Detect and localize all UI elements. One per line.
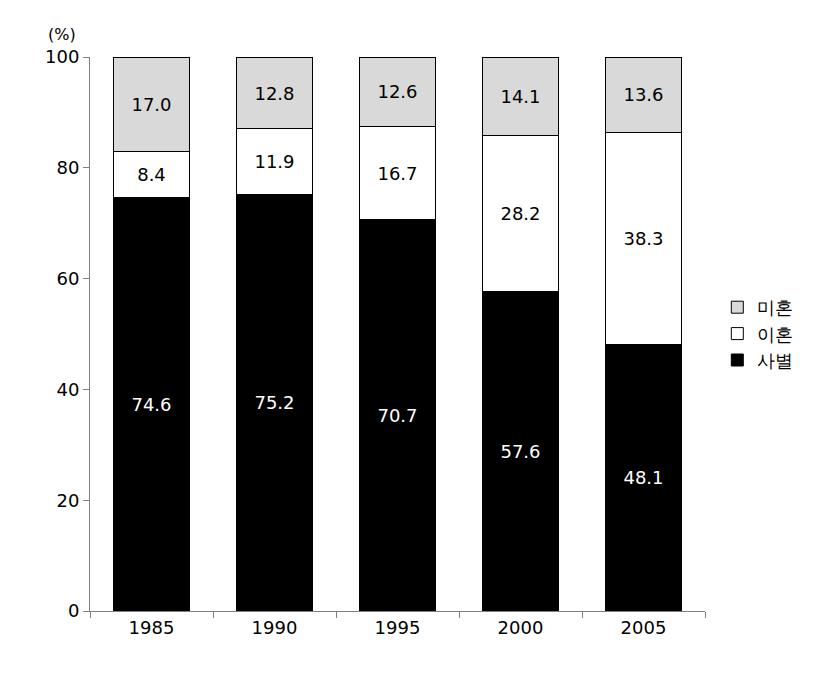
svg-text:28.2: 28.2: [500, 203, 540, 224]
svg-text:2000: 2000: [498, 617, 544, 638]
svg-text:13.6: 13.6: [623, 84, 663, 105]
svg-text:12.6: 12.6: [377, 81, 417, 102]
svg-text:57.6: 57.6: [500, 441, 540, 462]
svg-text:사별: 사별: [757, 350, 793, 371]
svg-text:0: 0: [68, 600, 79, 621]
svg-text:17.0: 17.0: [131, 94, 171, 115]
svg-text:1985: 1985: [129, 617, 175, 638]
svg-text:16.7: 16.7: [377, 163, 417, 184]
svg-text:2005: 2005: [621, 617, 667, 638]
svg-text:8.4: 8.4: [137, 164, 166, 185]
svg-text:12.8: 12.8: [254, 83, 294, 104]
svg-text:14.1: 14.1: [500, 86, 540, 107]
svg-text:1995: 1995: [375, 617, 421, 638]
svg-text:75.2: 75.2: [254, 392, 294, 413]
svg-text:이혼: 이혼: [757, 324, 793, 345]
svg-text:60: 60: [56, 268, 79, 289]
svg-text:1990: 1990: [252, 617, 298, 638]
svg-text:100: 100: [45, 46, 79, 67]
svg-text:40: 40: [56, 379, 79, 400]
svg-text:20: 20: [56, 490, 79, 511]
svg-text:38.3: 38.3: [623, 228, 663, 249]
svg-text:74.6: 74.6: [131, 394, 171, 415]
svg-text:(%): (%): [48, 25, 76, 44]
svg-text:70.7: 70.7: [377, 405, 417, 426]
svg-text:80: 80: [56, 157, 79, 178]
svg-text:11.9: 11.9: [254, 151, 294, 172]
svg-text:미혼: 미혼: [757, 297, 793, 318]
svg-text:48.1: 48.1: [623, 467, 663, 488]
